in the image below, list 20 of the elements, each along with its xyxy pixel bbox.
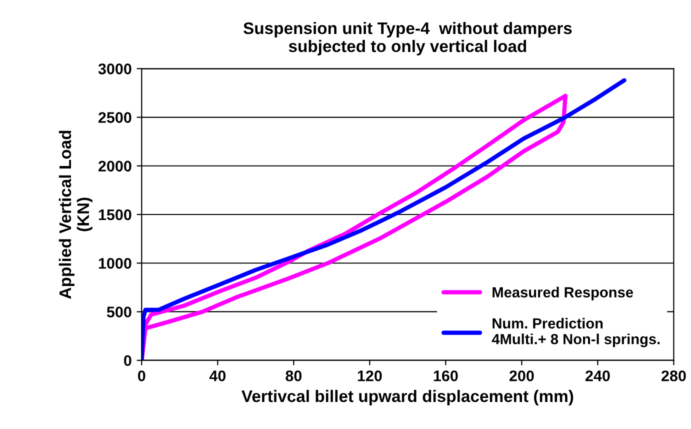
y-axis-title: Applied Vertical Load (KN): [58, 130, 92, 299]
y-tick-label: 1000: [98, 258, 132, 269]
x-tick-label: 40: [209, 370, 226, 382]
chart-title: Suspension unit Type-4 without dampers subjected to only vertical load: [244, 22, 572, 56]
x-axis-title: Vertivcal billet upward displacement (mm): [242, 390, 574, 406]
y-tick-label: 2000: [98, 160, 132, 172]
x-tick-label: 120: [358, 370, 382, 382]
x-tick-label: 0: [138, 370, 146, 382]
x-tick-label: 200: [509, 370, 534, 382]
y-tick-label: 0: [124, 355, 132, 366]
x-tick-label: 80: [286, 370, 302, 382]
y-tick-label: 1500: [98, 209, 132, 220]
x-tick-label: 280: [662, 370, 686, 382]
y-tick-label: 3000: [98, 64, 132, 74]
y-tick-label: 500: [106, 306, 132, 318]
legend-label: Num. Prediction 4Multi.+ 8 Non-l springs.: [492, 318, 660, 348]
legend-label: Measured Response: [492, 286, 634, 300]
x-tick-label: 160: [434, 370, 458, 382]
x-tick-label: 240: [586, 370, 610, 382]
y-tick-label: 2500: [98, 112, 132, 123]
